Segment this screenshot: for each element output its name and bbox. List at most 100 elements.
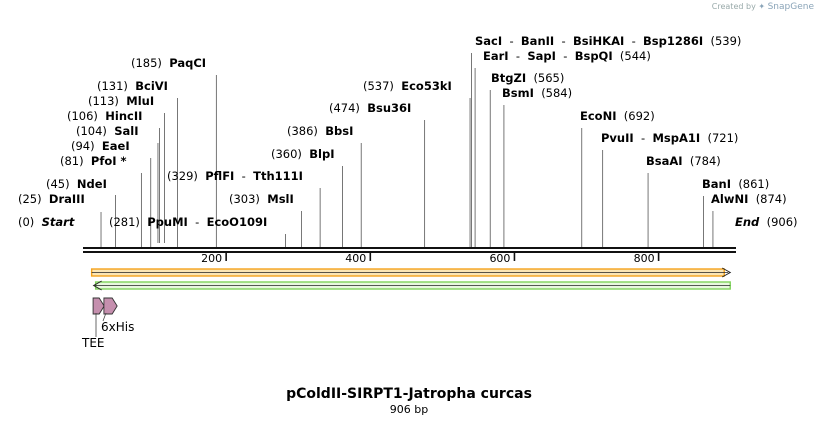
site-label: (0) Start <box>18 215 74 229</box>
site-enzymes: NdeI <box>77 177 107 191</box>
site-position: (94) <box>71 139 95 153</box>
site-enzymes: AlwNI <box>711 192 748 206</box>
forward-orf-arrowhead <box>721 267 732 278</box>
site-separator: - <box>633 131 653 145</box>
enzyme-name: EaeI <box>101 139 130 153</box>
enzyme-name: PfoI * <box>90 154 127 168</box>
site-position: (544) <box>619 49 651 63</box>
site-enzymes: BlpI <box>309 147 334 161</box>
site-enzymes: BsmI <box>502 86 534 100</box>
site-label: BanI (861) <box>702 177 769 191</box>
site-label: PvuII - MspA1I (721) <box>601 131 738 145</box>
orf-arrows <box>90 267 732 291</box>
ruler-tick-label: 800 <box>633 252 655 265</box>
enzyme-name: HincII <box>105 109 143 123</box>
site-enzymes: PvuII - MspA1I <box>601 131 700 145</box>
site-separator: - <box>187 215 207 229</box>
site-label: (537) Eco53kI <box>363 79 452 93</box>
site-enzymes: HincII <box>105 109 142 123</box>
site-position: (539) <box>710 34 742 48</box>
enzyme-name: MspA1I <box>652 131 701 145</box>
enzyme-name: SapI <box>527 49 556 63</box>
site-position: (25) <box>18 192 42 206</box>
enzyme-name: BlpI <box>309 147 335 161</box>
site-separator: - <box>508 49 528 63</box>
site-position: (104) <box>76 124 107 138</box>
site-label: (106) HincII <box>67 109 142 123</box>
site-label: (104) SalI <box>76 124 139 138</box>
site-label: (94) EaeI <box>71 139 130 153</box>
site-label: (131) BciVI <box>97 79 168 93</box>
site-enzymes: Bsu36I <box>367 101 411 115</box>
dna-backbone <box>83 247 736 253</box>
site-label: (185) PaqCI <box>131 56 206 70</box>
site-separator: - <box>502 34 521 48</box>
site-label: End (906) <box>735 215 798 229</box>
enzyme-name: AlwNI <box>711 192 749 206</box>
site-label: (45) NdeI <box>46 177 107 191</box>
enzyme-name: MluI <box>126 94 155 108</box>
enzyme-name: BbsI <box>325 124 354 138</box>
site-position: (329) <box>167 169 198 183</box>
enzyme-name: Eco53kI <box>401 79 452 93</box>
enzyme-name: Start <box>41 215 75 229</box>
site-enzymes: End <box>735 215 759 229</box>
site-position: (584) <box>541 86 573 100</box>
site-label: SacI - BanII - BsiHKAI - Bsp1286I (539) <box>475 34 741 48</box>
enzyme-name: BspQI <box>574 49 613 63</box>
site-enzymes: BsaAI <box>646 154 683 168</box>
site-label: EarI - SapI - BspQI (544) <box>483 49 651 63</box>
site-position: (565) <box>533 71 565 85</box>
site-position: (303) <box>229 192 260 206</box>
site-position: (874) <box>755 192 787 206</box>
site-position: (81) <box>60 154 84 168</box>
site-enzymes: MslI <box>267 192 294 206</box>
site-enzymes: BanI <box>702 177 731 191</box>
enzyme-name: SalI <box>114 124 139 138</box>
site-label: (329) PflFI - Tth111I <box>167 169 303 183</box>
site-separator: - <box>555 49 575 63</box>
site-position: (360) <box>271 147 302 161</box>
site-enzymes: MluI <box>126 94 154 108</box>
enzyme-name: EcoNI <box>580 109 617 123</box>
site-label: (386) BbsI <box>287 124 353 138</box>
site-label: (25) DraIII <box>18 192 85 206</box>
site-enzymes: PfoI * <box>91 154 127 168</box>
site-position: (906) <box>766 215 798 229</box>
snapgene-credit: Created by ✦ SnapGene <box>712 2 814 12</box>
feature-label: TEE <box>82 336 105 350</box>
enzyme-name: Bsp1286I <box>643 34 704 48</box>
reverse-orf-arrowhead <box>92 280 102 291</box>
enzyme-name: MslI <box>267 192 294 206</box>
site-enzymes: BbsI <box>325 124 353 138</box>
credit-prefix: Created by <box>711 2 756 11</box>
enzyme-name: EarI <box>483 49 509 63</box>
snapgene-logo-icon: ✦ <box>758 2 766 11</box>
site-enzymes: BtgZI <box>491 71 526 85</box>
enzyme-name: SacI <box>475 34 503 48</box>
site-position: (721) <box>707 131 739 145</box>
ruler-tick-label: 600 <box>489 252 511 265</box>
site-enzymes: Eco53kI <box>401 79 452 93</box>
site-label: BtgZI (565) <box>491 71 564 85</box>
site-position: (784) <box>689 154 721 168</box>
site-enzymes: PflFI - Tth111I <box>205 169 303 183</box>
feature-leader-line <box>102 312 107 322</box>
site-position: (281) <box>109 215 140 229</box>
site-enzymes: PpuMI - EcoO109I <box>147 215 267 229</box>
site-label: (281) PpuMI - EcoO109I <box>109 215 267 229</box>
site-label: BsaAI (784) <box>646 154 721 168</box>
enzyme-name: DraIII <box>48 192 85 206</box>
site-label: (474) Bsu36I <box>329 101 411 115</box>
site-position: (185) <box>131 56 162 70</box>
site-enzymes: EarI - SapI - BspQI <box>483 49 613 63</box>
site-label: (81) PfoI * <box>60 154 127 168</box>
site-enzymes: BciVI <box>135 79 168 93</box>
enzyme-name: NdeI <box>76 177 107 191</box>
enzyme-name: Tth111I <box>253 169 303 183</box>
site-position: (537) <box>363 79 394 93</box>
ruler-tick-label: 400 <box>345 252 367 265</box>
enzyme-name: BsaAI <box>646 154 683 168</box>
site-separator: - <box>624 34 644 48</box>
